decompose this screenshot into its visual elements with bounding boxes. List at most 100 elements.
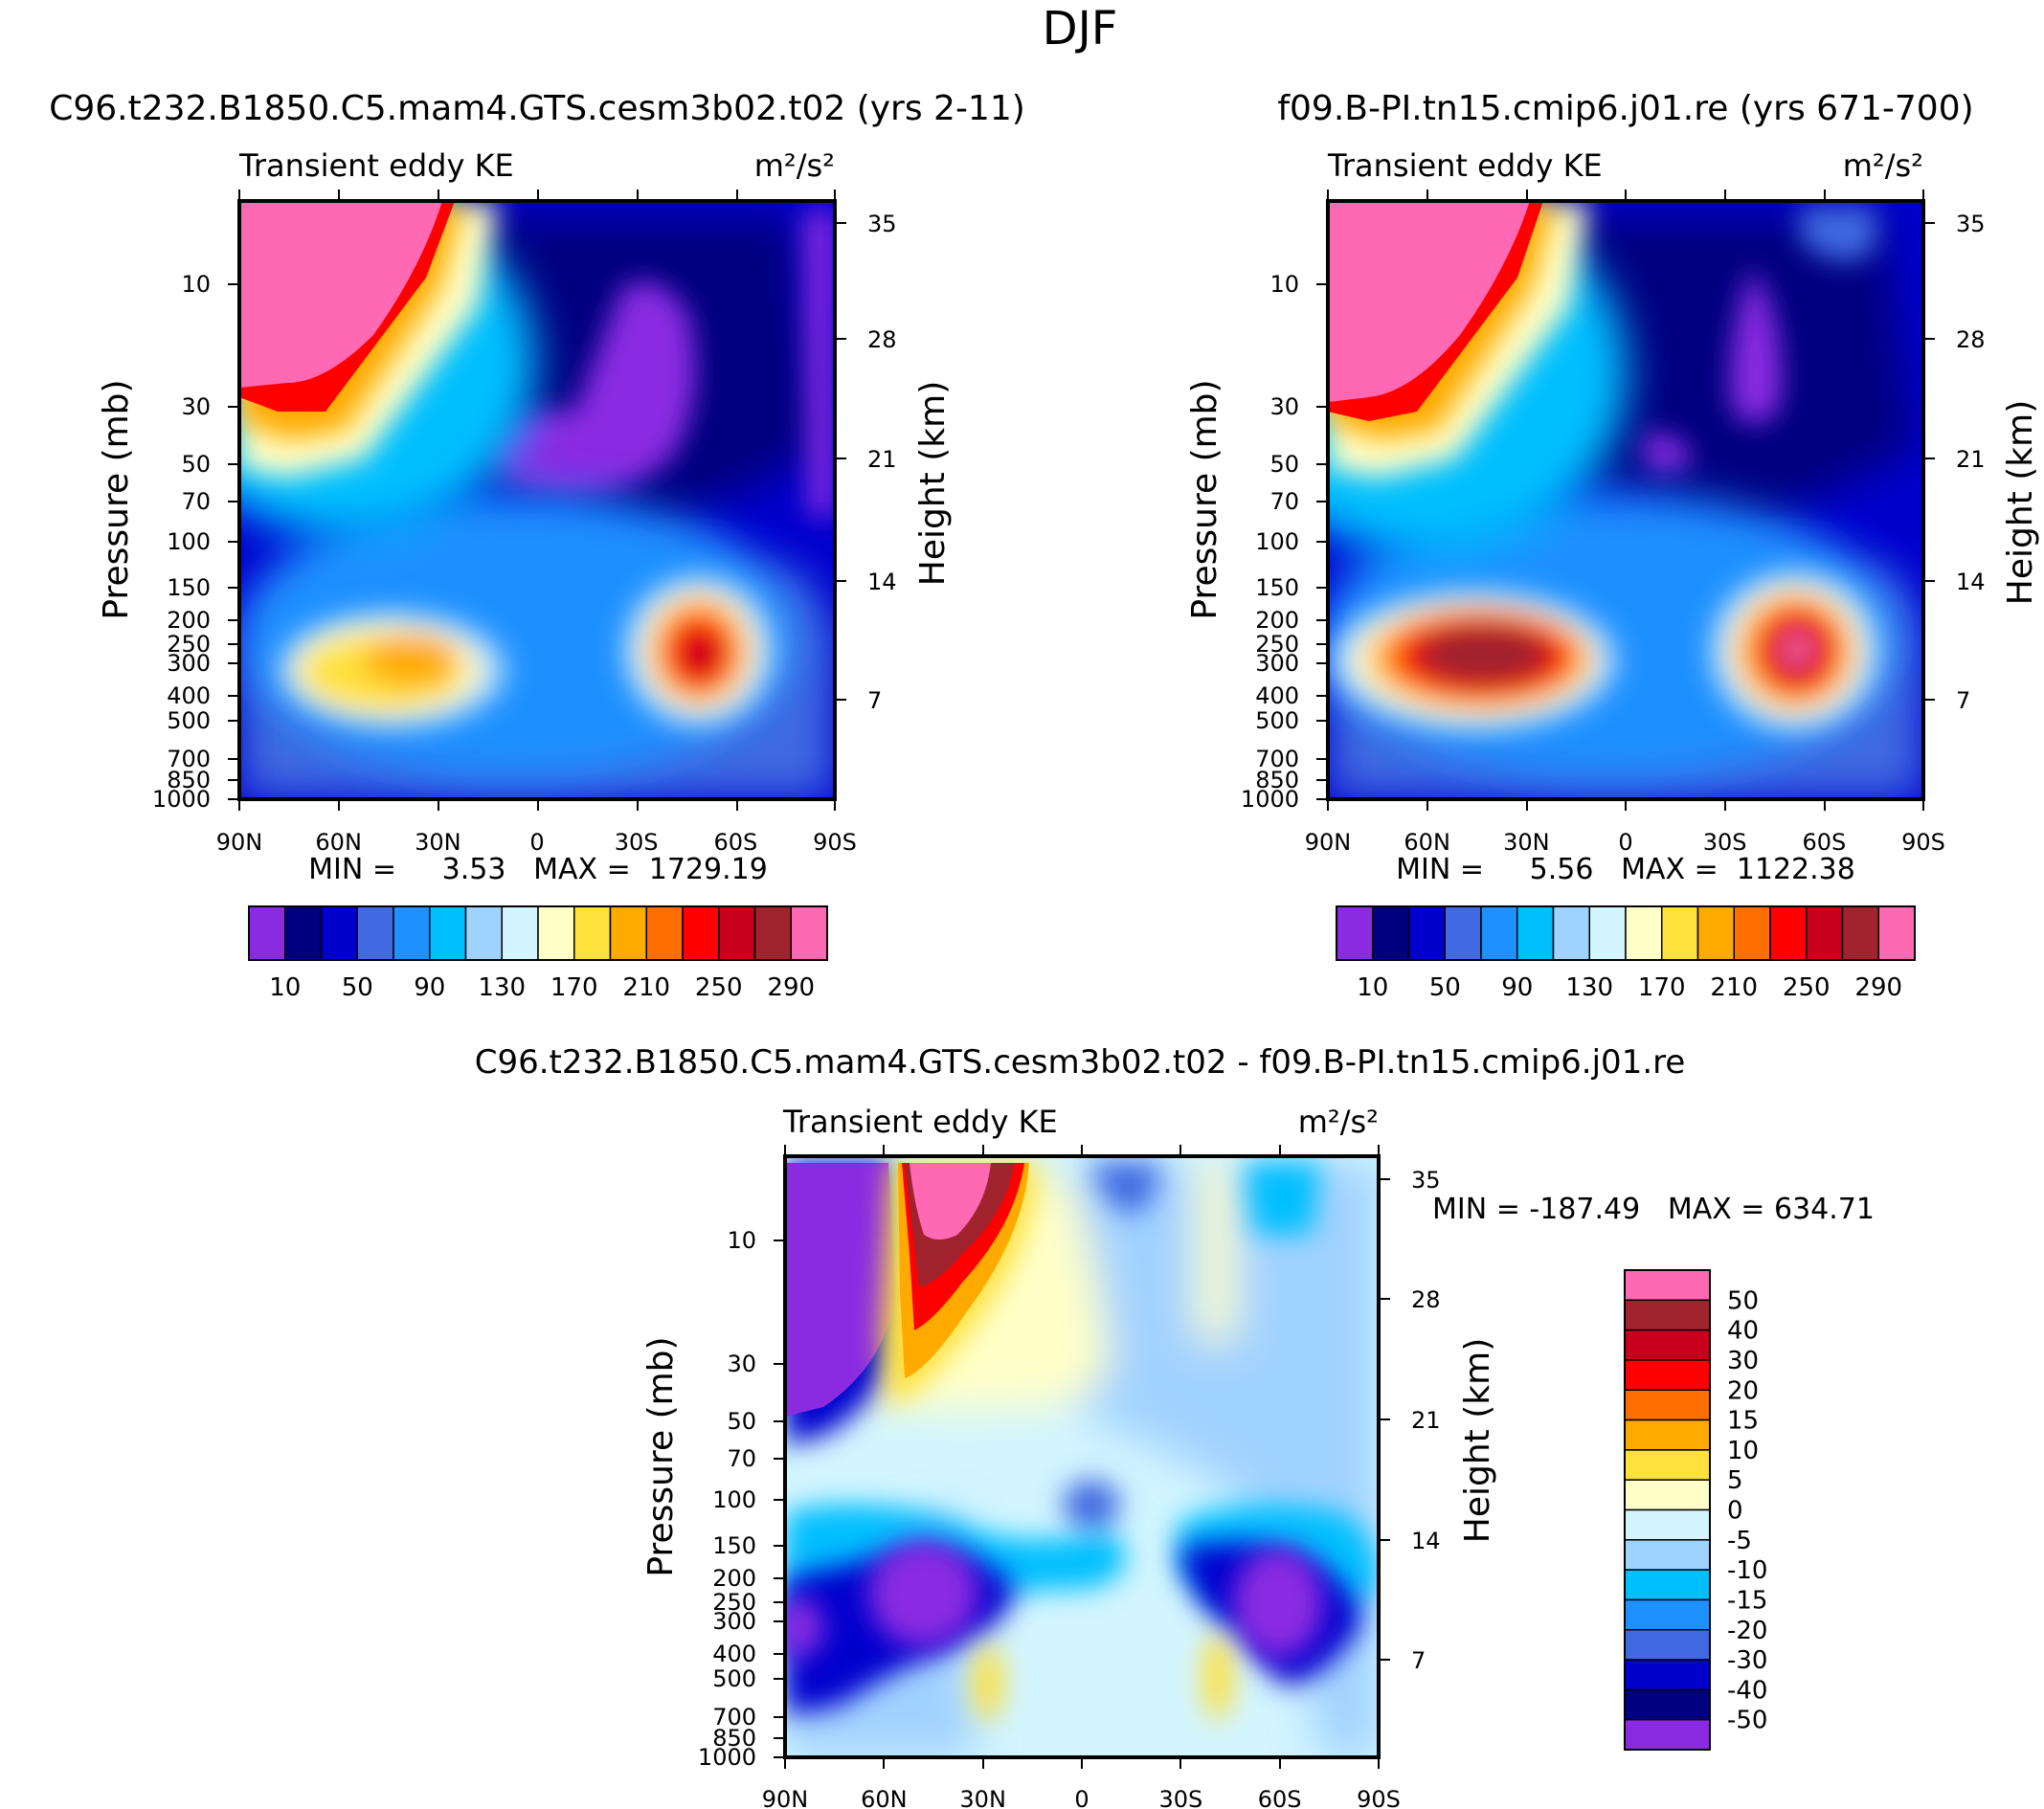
x-tick-label: 30N <box>415 829 461 856</box>
x-tick-label: 90N <box>216 829 263 856</box>
colorbar-label: 40 <box>1727 1317 1759 1346</box>
variable-label: Transient eddy KE <box>1327 147 1603 184</box>
colorbar-frame <box>1624 1269 1711 1751</box>
colorbar-label: 90 <box>414 973 445 1002</box>
colorbar-swatch <box>1733 905 1771 961</box>
colorbar-label: 10 <box>1357 973 1388 1002</box>
colorbar-swatch <box>1625 905 1663 961</box>
contour-field <box>239 201 835 799</box>
colorbar-swatch <box>1661 905 1699 961</box>
y-tick-label: 500 <box>712 1665 756 1692</box>
colorbar-label: 290 <box>1854 973 1902 1002</box>
y2-axis-title: Height (km) <box>1458 1338 1497 1543</box>
y2-tick-label: 14 <box>1411 1528 1441 1554</box>
y-tick-label: 1000 <box>1241 786 1299 813</box>
variable-label: Transient eddy KE <box>238 147 514 184</box>
colorbar-swatch <box>1624 1269 1711 1302</box>
x-tick-label: 0 <box>1074 1786 1089 1809</box>
colorbar-label: 170 <box>1638 973 1686 1002</box>
field-region <box>364 634 460 687</box>
colorbar-swatch <box>1624 1688 1711 1721</box>
y-tick-label: 500 <box>1255 707 1299 734</box>
y-tick-label: 70 <box>1269 488 1299 515</box>
colorbar: 10 50 90 130 170 210 250 290 <box>1336 905 1916 1002</box>
y-tick-label: 10 <box>727 1227 756 1254</box>
field-region <box>1784 634 1810 664</box>
x-tick-labels: 90N 60N 30N 0 30S 60S 90S <box>216 829 857 856</box>
min-max-label: MIN = -187.49 MAX = 634.71 <box>1432 1193 1875 1226</box>
y2-axis-title: Height (km) <box>2001 400 2040 605</box>
y2-tick-label: 14 <box>867 569 897 595</box>
y2-tick-label: 21 <box>1956 446 1986 473</box>
colorbar-swatch <box>718 905 756 961</box>
colorbar-label: 50 <box>1429 973 1461 1002</box>
colorbar-label: 130 <box>478 973 526 1002</box>
x-tick-label: 30N <box>1503 829 1550 856</box>
y-tick-label: 250 <box>1255 631 1299 658</box>
contour-field <box>1328 201 1923 799</box>
colorbar-swatch <box>1624 1569 1711 1601</box>
colorbar-swatch <box>1552 905 1590 961</box>
colorbar-swatch <box>1624 1418 1711 1451</box>
y-tick-label: 200 <box>712 1565 756 1592</box>
colorbar-swatch <box>1806 905 1844 961</box>
x-tick-label: 30S <box>1703 829 1747 856</box>
field-region <box>868 1540 979 1647</box>
colorbar-label: 90 <box>1501 973 1533 1002</box>
axis-ticks <box>228 190 846 811</box>
y2-tick-label: 7 <box>867 687 882 714</box>
y2-tick-label: 14 <box>1956 569 1986 595</box>
colorbar-swatch <box>573 905 612 961</box>
colorbar-swatch <box>1407 905 1446 961</box>
y2-tick-label: 28 <box>1411 1286 1441 1313</box>
y-tick-label: 70 <box>181 488 211 515</box>
colorbar-swatch <box>284 905 323 961</box>
y-tick-label: 200 <box>1255 607 1299 634</box>
y2-tick-label: 28 <box>1956 326 1986 353</box>
colorbar-label: 10 <box>1727 1437 1759 1465</box>
y2-tick-label: 35 <box>1411 1167 1441 1194</box>
colorbar-swatch <box>753 905 792 961</box>
colorbar-label: 15 <box>1727 1407 1759 1436</box>
colorbar: 10 50 90 130 170 210 250 290 <box>248 905 828 1002</box>
colorbar-label: -10 <box>1727 1556 1767 1585</box>
y-tick-label: 250 <box>167 631 211 658</box>
x-tick-label: 60N <box>1404 829 1450 856</box>
colorbar-label: 250 <box>695 973 743 1002</box>
colorbar-label: 210 <box>622 973 670 1002</box>
y-tick-label: 150 <box>712 1532 756 1559</box>
colorbar-swatch <box>1624 1629 1711 1661</box>
y-tick-label: 850 <box>1255 767 1299 793</box>
y-tick-label: 400 <box>167 682 211 709</box>
x-tick-label: 60N <box>315 829 362 856</box>
y-tick-label: 300 <box>167 650 211 677</box>
x-tick-label: 90S <box>813 829 857 856</box>
y2-tick-label: 21 <box>867 446 897 473</box>
colorbar-swatch <box>682 905 720 961</box>
colorbar-swatch <box>790 905 828 961</box>
colorbar-label: 20 <box>1727 1376 1759 1405</box>
field-region <box>785 1597 823 1658</box>
field-region <box>1730 268 1782 424</box>
x-tick-label: 0 <box>1618 829 1632 856</box>
field-region <box>483 281 696 498</box>
x-tick-label: 90N <box>1305 829 1352 856</box>
y-tick-label: 10 <box>1269 271 1299 298</box>
y-axis-title: Pressure (mb) <box>1185 379 1224 619</box>
colorbar-swatch <box>537 905 575 961</box>
y-tick-label: 1000 <box>152 786 211 813</box>
panel-top-right: f09.B-PI.tn15.cmip6.j01.re (yrs 671-700)… <box>1185 89 2040 1002</box>
colorbar-label: -40 <box>1727 1676 1767 1705</box>
x-tick-label: 60S <box>713 829 757 856</box>
x-tick-label: 90N <box>762 1786 809 1809</box>
y-tick-label: 700 <box>712 1704 756 1731</box>
y-tick-label: 1000 <box>698 1744 756 1771</box>
x-tick-labels: 90N 60N 30N 0 30S 60S 90S <box>762 1786 1401 1809</box>
colorbar-swatch <box>393 905 431 961</box>
colorbar-swatch <box>1624 1718 1711 1751</box>
colorbar-swatch <box>1624 1299 1711 1331</box>
field-region <box>1232 1548 1324 1659</box>
colorbar-swatch <box>1696 905 1735 961</box>
x-tick-label: 30S <box>1158 1786 1202 1809</box>
